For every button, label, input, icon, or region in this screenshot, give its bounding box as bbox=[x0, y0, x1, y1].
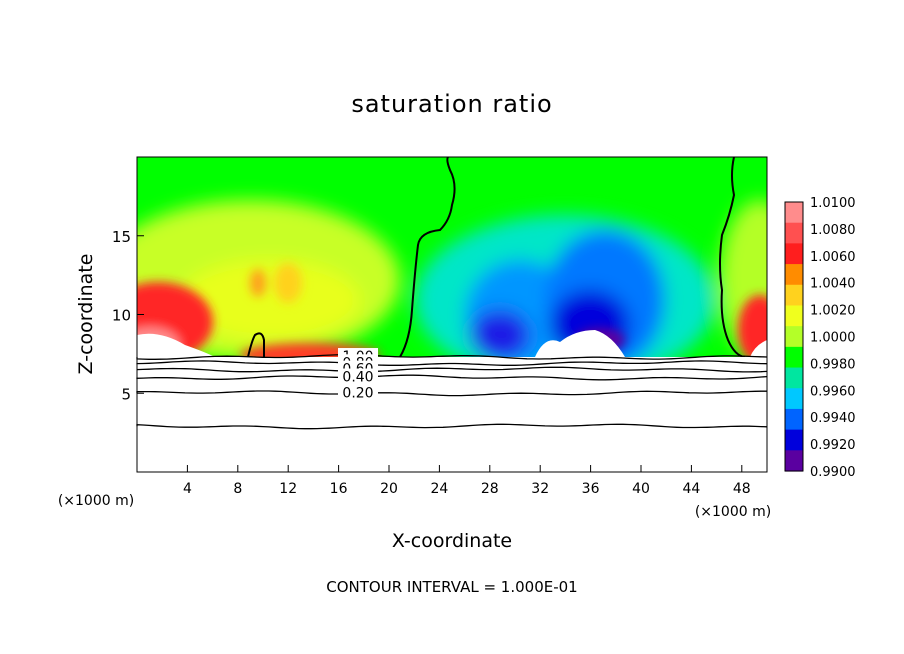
x-tick-label: 4 bbox=[183, 481, 192, 497]
y-axis: 5 10 15 bbox=[112, 228, 144, 403]
x-axis: 4 8 12 16 20 24 28 32 36 40 44 48 bbox=[183, 465, 751, 497]
colorbar-swatch bbox=[785, 202, 803, 224]
x-tick-label: 20 bbox=[380, 481, 398, 497]
colorbar-swatch bbox=[785, 222, 803, 244]
contour-boundary-left-small bbox=[247, 332, 265, 357]
colorbar-label: 1.0080 bbox=[810, 223, 856, 238]
colorbar-swatch bbox=[785, 264, 803, 286]
contour-label-bg bbox=[338, 384, 378, 399]
colorbar-label: 0.9980 bbox=[810, 357, 856, 372]
colorbar-label: 1.0100 bbox=[810, 196, 856, 211]
field-white-lobe-left bbox=[137, 333, 215, 357]
contour-line bbox=[136, 390, 767, 397]
field-region-darkblue-b bbox=[470, 310, 530, 357]
field-white-lobe-mid bbox=[535, 330, 625, 357]
contour-boundary-right bbox=[719, 157, 746, 357]
x-tick-label: 40 bbox=[632, 481, 650, 497]
footer-contour-interval: CONTOUR INTERVAL = 1.000E-01 bbox=[326, 578, 577, 596]
x-unit-label-left: (×1000 m) bbox=[58, 493, 134, 509]
colorbar-label: 0.9920 bbox=[810, 438, 856, 453]
contour-label: 0.40 bbox=[342, 370, 373, 386]
colorbar-swatch bbox=[785, 326, 803, 348]
contour-label: 0.20 bbox=[342, 385, 373, 401]
colorbar-label: 0.9940 bbox=[810, 411, 856, 426]
colorbar-swatch bbox=[785, 450, 803, 472]
field-white-lobe-right bbox=[750, 340, 767, 357]
contour-boundary-center bbox=[399, 157, 456, 357]
colorbar-swatch bbox=[785, 346, 803, 369]
contour-line bbox=[136, 354, 768, 360]
y-tick-label: 5 bbox=[121, 385, 131, 403]
y-axis-title: Z-coordinate bbox=[75, 254, 97, 375]
colorbar-swatch bbox=[785, 408, 803, 431]
contour-label-bg bbox=[338, 368, 378, 383]
field-region-left-yellow bbox=[180, 260, 360, 340]
y-tick-label: 10 bbox=[112, 307, 131, 325]
colorbar-label: 0.9960 bbox=[810, 384, 856, 399]
colorbar-label: 0.9900 bbox=[810, 465, 856, 480]
colorbar-label: 1.0000 bbox=[810, 331, 856, 346]
contour-boundaries bbox=[247, 157, 746, 357]
contour-line bbox=[136, 366, 768, 373]
colorbar-frame bbox=[784, 201, 804, 472]
lower-region bbox=[137, 357, 767, 472]
colorbar-label: 1.0020 bbox=[810, 304, 856, 319]
colorbar-swatch bbox=[785, 305, 803, 327]
colorbar-swatch bbox=[785, 284, 803, 307]
contour-line bbox=[136, 374, 768, 381]
colorbar-swatch bbox=[785, 243, 803, 265]
saturation-field bbox=[137, 157, 767, 357]
contour-lines: 1.000.800.600.400.20 bbox=[136, 348, 768, 430]
field-region-right-red bbox=[738, 295, 767, 357]
colorbar-label: 1.0060 bbox=[810, 250, 856, 265]
colorbar-swatch bbox=[785, 429, 803, 451]
x-tick-label: 24 bbox=[430, 481, 448, 497]
x-tick-label: 28 bbox=[481, 481, 499, 497]
colorbar-swatch bbox=[785, 388, 803, 410]
x-tick-label: 8 bbox=[233, 481, 242, 497]
colorbar: 1.0100 1.0080 1.0060 1.0040 1.0020 1.0000 0.99… bbox=[784, 196, 856, 480]
contour-line bbox=[136, 423, 768, 430]
field-region-orange-b bbox=[250, 269, 266, 297]
x-axis-title: X-coordinate bbox=[392, 530, 512, 552]
colorbar-swatch bbox=[785, 367, 803, 389]
colorbar-label: 1.0040 bbox=[810, 277, 856, 292]
contour-line bbox=[136, 360, 768, 366]
x-tick-label: 12 bbox=[279, 481, 297, 497]
field-region-orange-a bbox=[274, 263, 302, 303]
x-unit-label-right: (×1000 m) bbox=[695, 504, 771, 520]
x-tick-label: 44 bbox=[682, 481, 700, 497]
x-tick-label: 48 bbox=[733, 481, 751, 497]
x-tick-label: 36 bbox=[582, 481, 600, 497]
x-tick-label: 16 bbox=[330, 481, 348, 497]
chart-title: saturation ratio bbox=[351, 90, 552, 118]
x-tick-label: 32 bbox=[531, 481, 549, 497]
y-tick-label: 15 bbox=[112, 228, 131, 246]
